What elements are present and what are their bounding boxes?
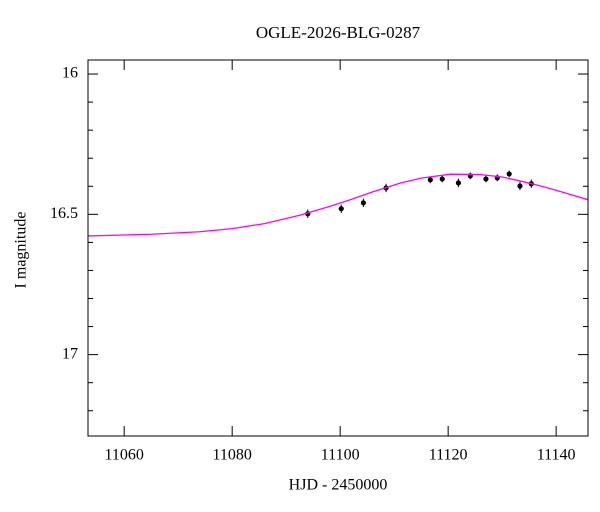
x-axis-label: HJD - 2450000 — [289, 477, 388, 494]
chart-title: OGLE-2026-BLG-0287 — [256, 23, 421, 42]
plot-area — [88, 170, 588, 237]
model-curve — [88, 173, 588, 237]
x-tick-label: 11100 — [321, 447, 360, 464]
data-point — [338, 206, 344, 212]
x-tick-label: 11120 — [429, 447, 468, 464]
x-tick-label: 11080 — [212, 447, 251, 464]
data-point — [427, 177, 433, 183]
data-point — [483, 176, 489, 182]
data-point — [455, 180, 462, 186]
plot-frame — [87, 59, 589, 437]
y-tick-label: 16 — [62, 65, 78, 82]
data-point — [360, 200, 366, 206]
y-tick-label: 17 — [62, 345, 78, 362]
data-point — [506, 171, 512, 177]
x-tick-label: 11140 — [537, 447, 576, 464]
y-axis-label: I magnitude — [13, 212, 30, 289]
y-tick-label: 16.5 — [50, 205, 78, 222]
x-tick-label: 11060 — [104, 447, 143, 464]
data-point — [439, 176, 445, 182]
data-point — [517, 183, 523, 189]
